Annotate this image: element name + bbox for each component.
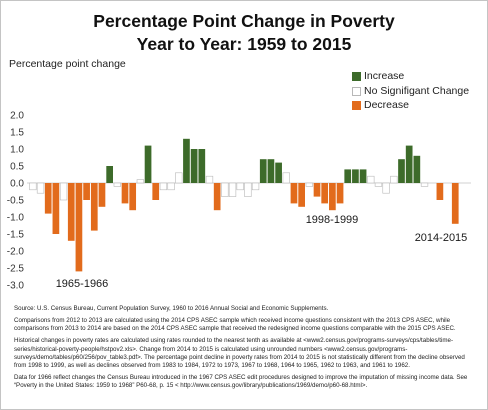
legend-item-increase: Increase xyxy=(352,69,482,84)
bar-increase xyxy=(398,159,405,183)
footnote-historical: Historical changes in poverty rates are … xyxy=(14,337,465,370)
legend: Increase No Signifigant Change Decrease xyxy=(352,69,482,113)
legend-item-no-change: No Signifigant Change xyxy=(352,84,482,99)
bar-decrease xyxy=(290,183,298,204)
bar-no-signifigant-change xyxy=(221,182,229,197)
bar-no-signifigant-change xyxy=(136,179,145,184)
bar-decrease xyxy=(152,183,160,200)
bar-decrease xyxy=(121,183,129,204)
bar-no-signifigant-change xyxy=(305,182,313,187)
bar-no-signifigant-change xyxy=(59,182,68,201)
y-tick-label: -2.0 xyxy=(7,247,25,258)
bar-no-signifigant-change xyxy=(367,175,375,184)
bar-no-signifigant-change xyxy=(159,182,168,191)
plot-area: 2.01.51.00.50.0-0.5-1.0-1.5-2.0-2.5-3.0 … xyxy=(7,111,471,292)
legend-item-decrease: Decrease xyxy=(352,98,482,113)
bar-decrease xyxy=(98,183,106,207)
chart-title: Percentage Point Change in Poverty Year … xyxy=(93,11,395,54)
bar-no-signifigant-change xyxy=(282,172,290,184)
bar-increase xyxy=(352,169,359,183)
bar-decrease xyxy=(313,183,321,197)
bar-no-signifigant-change xyxy=(113,182,121,187)
legend-label-decrease: Decrease xyxy=(364,99,409,111)
bar-decrease xyxy=(67,183,75,241)
y-tick-labels: 2.0 1.5 1.0 0.5 0.0 -0.5 -1.0 -1.5 -2.0 -2.5 -3.0 xyxy=(7,111,25,292)
bar-increase xyxy=(413,155,421,183)
footnotes: Source: U.S. Census Bureau, Current Popu… xyxy=(14,305,478,394)
y-tick-label: -1.0 xyxy=(7,213,25,224)
bar-decrease xyxy=(129,183,137,211)
bar-decrease xyxy=(298,183,305,207)
bar-no-signifigant-change xyxy=(390,175,398,184)
bar-increase xyxy=(259,159,267,183)
bar-decrease xyxy=(451,183,459,224)
bar-no-signifigant-change xyxy=(205,175,214,184)
y-tick-label: -0.5 xyxy=(7,196,25,207)
y-tick-label: 1.5 xyxy=(10,128,24,139)
bar-decrease xyxy=(321,183,329,204)
bar-no-signifigant-change xyxy=(382,182,390,194)
footnote-1966-data: Data for 1966 reflect changes the Census… xyxy=(14,374,468,390)
y-tick-label: 0.0 xyxy=(10,179,24,190)
bar-no-signifigant-change xyxy=(175,172,183,184)
y-tick-label: -1.5 xyxy=(7,230,25,241)
legend-swatch-decrease xyxy=(352,101,361,110)
bar-decrease xyxy=(213,183,221,211)
bar-no-signifigant-change xyxy=(29,182,37,191)
annotation-label: 1965-1966 xyxy=(56,278,109,290)
bar-no-signifigant-change xyxy=(236,182,244,191)
bar-increase xyxy=(344,169,352,183)
bar-no-signifigant-change xyxy=(420,182,429,187)
y-tick-label: -2.5 xyxy=(7,264,25,275)
legend-swatch-no-change xyxy=(352,86,361,96)
bar-increase xyxy=(275,162,282,183)
bar-no-signifigant-change xyxy=(228,182,237,197)
bar-decrease xyxy=(75,183,83,272)
bar-no-signifigant-change xyxy=(374,182,383,187)
y-tick-label: 2.0 xyxy=(10,111,24,122)
bar-no-signifigant-change xyxy=(251,182,260,191)
bar-decrease xyxy=(52,183,60,234)
annotation-label: 1998-1999 xyxy=(306,214,359,226)
bars xyxy=(29,138,459,272)
bar-increase xyxy=(183,138,190,183)
bar-increase xyxy=(190,149,198,183)
bar-no-signifigant-change xyxy=(36,182,45,194)
bar-decrease xyxy=(83,183,90,200)
y-tick-label: 0.5 xyxy=(10,162,24,173)
y-axis-label: Percentage point change xyxy=(9,58,126,70)
bar-decrease xyxy=(90,183,98,231)
annotation-label: 2014-2015 xyxy=(415,232,468,244)
bar-increase xyxy=(267,159,275,183)
y-tick-label: 1.0 xyxy=(10,145,24,156)
footnote-source: Source: U.S. Census Bureau, Current Popu… xyxy=(14,305,329,312)
bar-increase xyxy=(405,145,413,183)
bar-decrease xyxy=(329,183,336,211)
bar-increase xyxy=(106,166,113,183)
legend-swatch-increase xyxy=(352,72,361,81)
bar-increase xyxy=(198,149,206,183)
bar-increase xyxy=(359,169,367,183)
bar-decrease xyxy=(436,183,444,200)
y-tick-label: -3.0 xyxy=(7,281,25,292)
bar-no-signifigant-change xyxy=(167,182,175,191)
bar-increase xyxy=(144,145,152,183)
legend-label-increase: Increase xyxy=(364,70,405,82)
bar-no-signifigant-change xyxy=(244,182,252,197)
footnote-comparisons: Comparisons from 2012 to 2013 are calcul… xyxy=(14,316,456,333)
bar-decrease xyxy=(336,183,344,204)
annotations: 1965-1966 1998-1999 2014-2015 xyxy=(56,214,468,290)
legend-label-no-change: No Signifigant Change xyxy=(364,84,470,97)
bar-decrease xyxy=(44,183,52,214)
